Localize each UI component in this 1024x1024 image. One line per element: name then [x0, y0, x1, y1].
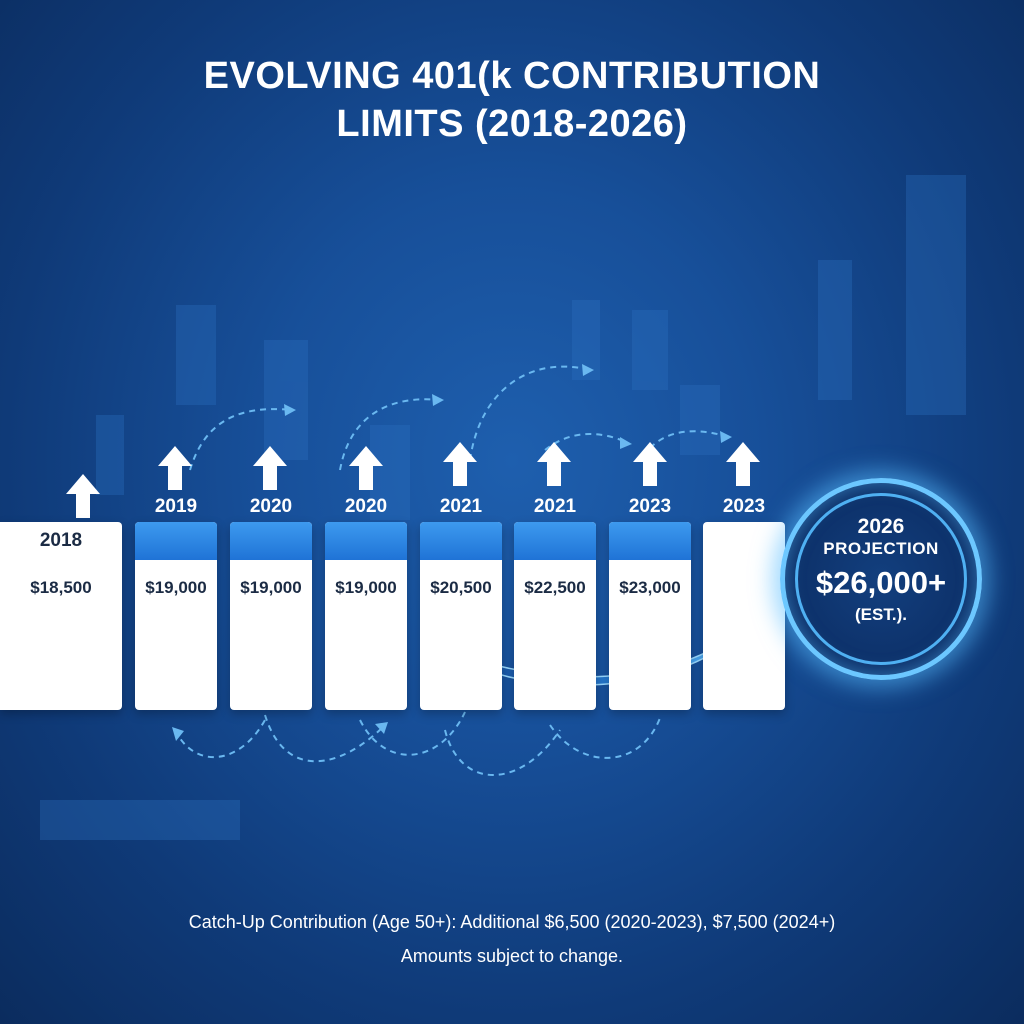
- card-band: [420, 522, 502, 560]
- up-arrow-icon: [66, 474, 100, 518]
- title-line-1: EVOLVING 401(k CONTRIBUTION: [203, 55, 821, 97]
- dashed-arrows: [174, 365, 729, 776]
- card-value: $22,500: [524, 578, 586, 597]
- projection-circle: 2026 PROJECTION $26,000+ (EST.).: [780, 478, 982, 680]
- year-card: $23,000: [609, 522, 691, 710]
- year-card: $19,000: [325, 522, 407, 710]
- card-year: 2018: [39, 530, 83, 551]
- year-card: [703, 522, 785, 710]
- projection-value: $26,000+: [815, 565, 947, 600]
- up-arrow-icon: [726, 442, 760, 486]
- card-value: $20,500: [430, 578, 492, 597]
- projection-label: PROJECTION: [823, 539, 939, 558]
- year-label: 2020: [344, 496, 388, 517]
- card-value: $18,500: [30, 578, 92, 597]
- projection-year: 2026: [857, 515, 905, 538]
- year-card: $20,500: [420, 522, 502, 710]
- year-label: 2021: [439, 496, 483, 517]
- year-card: $19,000: [230, 522, 312, 710]
- card-band: [230, 522, 312, 560]
- projection-note: (EST.).: [855, 605, 907, 624]
- year-card: 2018 $18,500: [0, 522, 122, 710]
- year-label: 2023: [722, 496, 766, 517]
- up-arrow-icon: [633, 442, 667, 486]
- up-arrow-icon: [443, 442, 477, 486]
- dashed-arrow-heads: [172, 364, 732, 741]
- disclaimer: Amounts subject to change.: [400, 946, 624, 966]
- card-band: [135, 522, 217, 560]
- up-arrow-icon: [158, 446, 192, 490]
- card-value: $19,000: [240, 578, 302, 597]
- card-value: $19,000: [145, 578, 207, 597]
- year-card: $19,000: [135, 522, 217, 710]
- card-value: $19,000: [335, 578, 397, 597]
- up-arrow-icon: [253, 446, 287, 490]
- year-card: $22,500: [514, 522, 596, 710]
- card-band: [325, 522, 407, 560]
- projection-ring: [795, 493, 967, 665]
- up-arrow-icon: [537, 442, 571, 486]
- year-label: 2020: [249, 496, 293, 517]
- card-band: [514, 522, 596, 560]
- year-label: 2021: [533, 496, 577, 517]
- page-title: EVOLVING 401(k CONTRIBUTION LIMITS (2018…: [0, 52, 1024, 148]
- year-label: 2023: [628, 496, 672, 517]
- year-label: 2019: [154, 496, 198, 517]
- up-arrow-icon: [349, 446, 383, 490]
- title-line-2: LIMITS (2018-2026): [336, 103, 688, 145]
- card-band: [609, 522, 691, 560]
- card-value: $23,000: [619, 578, 681, 597]
- catch-up-note: Catch-Up Contribution (Age 50+): Additio…: [188, 912, 836, 932]
